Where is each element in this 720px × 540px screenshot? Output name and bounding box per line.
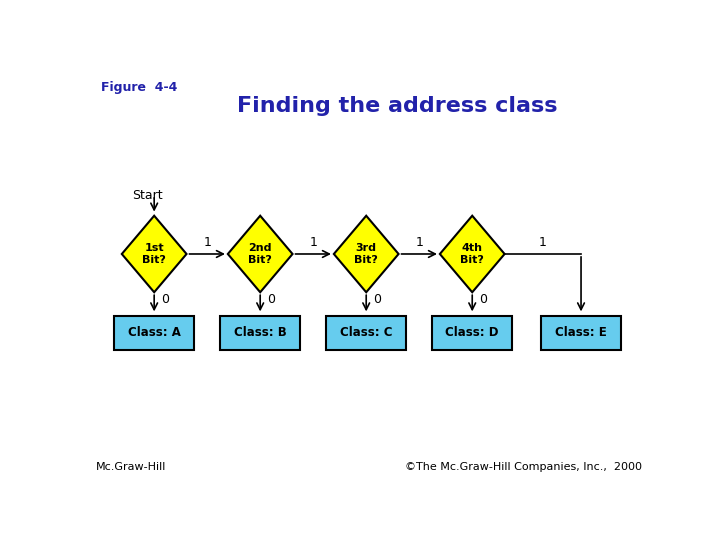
Text: Mc.Graw-Hill: Mc.Graw-Hill	[96, 462, 166, 472]
Polygon shape	[440, 216, 505, 292]
Text: 1st
Bit?: 1st Bit?	[143, 243, 166, 265]
FancyBboxPatch shape	[114, 315, 194, 350]
Text: Finding the address class: Finding the address class	[237, 96, 557, 117]
Text: 1: 1	[539, 236, 546, 249]
FancyBboxPatch shape	[326, 315, 406, 350]
Text: Start: Start	[132, 190, 163, 202]
Text: 0: 0	[267, 293, 275, 306]
Text: Class: C: Class: C	[340, 327, 392, 340]
Text: 3rd
Bit?: 3rd Bit?	[354, 243, 378, 265]
Text: ©The Mc.Graw-Hill Companies, Inc.,  2000: ©The Mc.Graw-Hill Companies, Inc., 2000	[405, 462, 642, 472]
Text: 0: 0	[479, 293, 487, 306]
Polygon shape	[122, 216, 186, 292]
FancyBboxPatch shape	[541, 315, 621, 350]
FancyBboxPatch shape	[432, 315, 513, 350]
Text: Class: A: Class: A	[127, 327, 181, 340]
Text: 0: 0	[161, 293, 169, 306]
Text: Class: E: Class: E	[555, 327, 607, 340]
Text: 2nd
Bit?: 2nd Bit?	[248, 243, 272, 265]
Text: 1: 1	[415, 236, 423, 249]
Text: Class: B: Class: B	[234, 327, 287, 340]
Text: 1: 1	[310, 236, 317, 249]
Text: 1: 1	[203, 236, 211, 249]
Text: Class: D: Class: D	[446, 327, 499, 340]
Polygon shape	[228, 216, 292, 292]
Text: 0: 0	[373, 293, 381, 306]
Text: 4th
Bit?: 4th Bit?	[460, 243, 484, 265]
Polygon shape	[334, 216, 399, 292]
Text: Figure  4-4: Figure 4-4	[101, 82, 178, 94]
FancyBboxPatch shape	[220, 315, 300, 350]
